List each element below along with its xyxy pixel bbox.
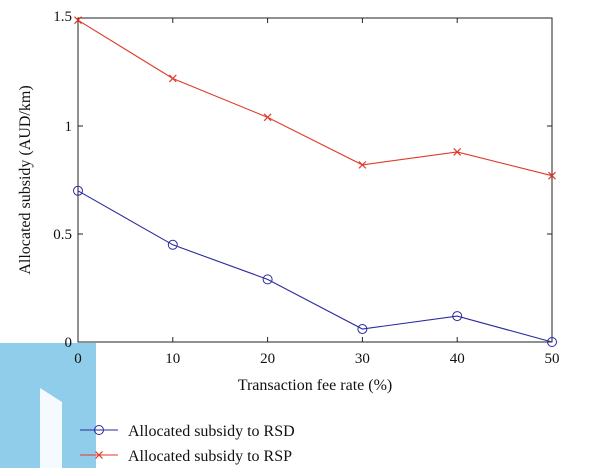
data-point-x — [168, 74, 177, 83]
series-layer — [73, 16, 557, 347]
marker-stroke — [95, 451, 103, 459]
marker-stroke — [168, 74, 177, 83]
y-tick-label: 1.5 — [53, 9, 72, 25]
watermark-logo — [0, 343, 96, 468]
y-tick-label: 0.5 — [53, 227, 72, 243]
data-point-x — [548, 171, 556, 180]
series-line-rsp — [77, 19, 553, 177]
plot-area — [77, 17, 553, 343]
x-tick-label: 40 — [450, 351, 465, 367]
legend-x-glyph — [95, 451, 103, 459]
legend-marker-x — [95, 451, 103, 459]
x-tick-label: 10 — [165, 351, 180, 367]
data-point-circle — [73, 185, 83, 196]
legend-label: Allocated subsidy to RSP — [128, 448, 292, 465]
series-line-rsd — [77, 190, 553, 343]
y-axis-title: Allocated subsidy (AUD/km) — [17, 85, 34, 274]
marker-stroke — [74, 16, 82, 25]
data-point-circle — [547, 337, 557, 347]
marker-stroke — [548, 171, 556, 180]
legend-marker-circle — [94, 425, 104, 435]
legend-item-rsd: Allocated subsidy to RSD — [80, 423, 295, 440]
y-tick-label: 0 — [65, 335, 73, 351]
legend-item-rsp: Allocated subsidy to RSP — [80, 448, 292, 465]
data-point-circle — [452, 311, 463, 322]
data-point-circle — [167, 239, 178, 250]
legend-label: Allocated subsidy to RSD — [128, 423, 295, 440]
data-point-circle — [357, 324, 368, 335]
x-axis: 0 10 20 30 40 50 — [74, 18, 560, 367]
data-point-x — [74, 16, 82, 25]
y-tick-label: 1 — [65, 119, 73, 135]
data-point-x — [453, 147, 462, 156]
x-tick-label: 0 — [74, 351, 82, 367]
x-tick-label: 30 — [355, 351, 370, 367]
marker-stroke — [263, 113, 272, 122]
data-point-circle — [262, 274, 273, 285]
legend: Allocated subsidy to RSD Allocated subsi… — [80, 423, 295, 465]
marker-stroke — [358, 160, 367, 169]
data-point-x — [358, 160, 367, 169]
x-axis-title: Transaction fee rate (%) — [238, 377, 392, 394]
x-tick-label: 20 — [260, 351, 275, 367]
data-point-x — [263, 113, 272, 122]
marker-stroke — [453, 147, 462, 156]
watermark-cutout — [40, 388, 62, 468]
x-tick-label: 50 — [545, 351, 560, 367]
y-axis: 0 0.5 1 1.5 — [53, 9, 552, 351]
